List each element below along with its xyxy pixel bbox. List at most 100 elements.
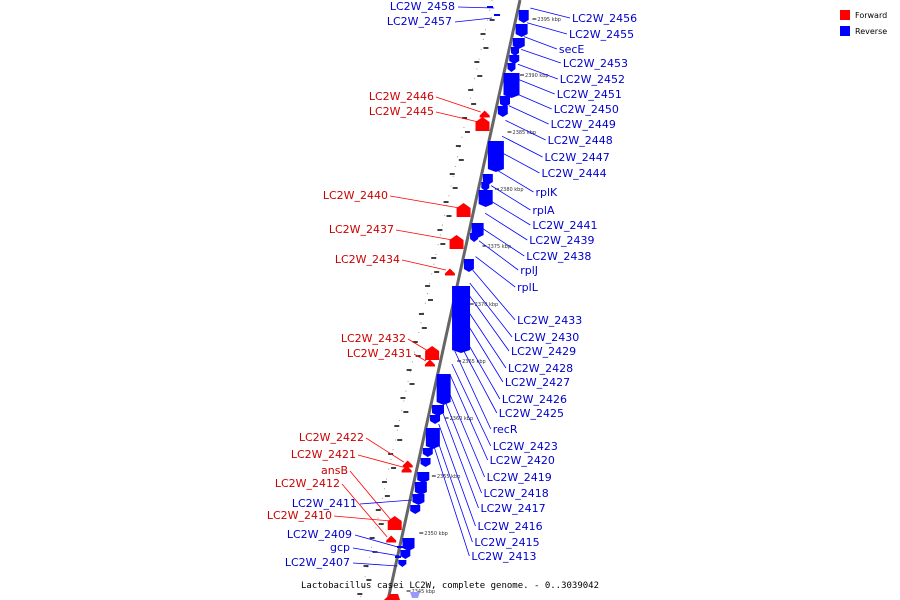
forward-gene-feature[interactable] xyxy=(456,203,471,217)
reverse-gene-label[interactable]: LC2W_2438 xyxy=(526,250,591,263)
reverse-gene-label[interactable]: LC2W_2453 xyxy=(563,57,628,70)
reverse-gene-label[interactable]: LC2W_2415 xyxy=(474,536,539,549)
forward-gene-feature[interactable] xyxy=(401,465,412,473)
reverse-gene-feature[interactable] xyxy=(425,428,440,449)
forward-gene-label[interactable]: LC2W_2422 xyxy=(299,431,364,444)
reverse-gene-label[interactable]: rplA xyxy=(532,204,555,217)
forward-gene-label[interactable]: LC2W_2410 xyxy=(267,509,332,522)
forward-gene-label[interactable]: LC2W_2434 xyxy=(335,253,400,266)
reverse-gene-label[interactable]: rplJ xyxy=(520,264,538,277)
reverse-gene-label[interactable]: LC2W_2417 xyxy=(481,502,546,515)
forward-gene-label[interactable]: LC2W_2421 xyxy=(291,448,356,461)
reverse-gene-label[interactable]: LC2W_2428 xyxy=(508,362,573,375)
reverse-gene-feature[interactable] xyxy=(410,505,421,514)
forward-gene-label[interactable]: LC2W_2437 xyxy=(329,223,394,236)
reverse-gene-label[interactable]: LC2W_2439 xyxy=(529,234,594,247)
reverse-gene-label[interactable]: secE xyxy=(559,43,585,56)
forward-gene-label[interactable]: LC2W_2432 xyxy=(341,332,406,345)
reverse-gene-label[interactable]: LC2W_2423 xyxy=(493,440,558,453)
reverse-gene-label[interactable]: LC2W_2429 xyxy=(511,345,576,358)
reverse-gene-label[interactable]: LC2W_2451 xyxy=(557,88,622,101)
reverse-gene-label[interactable]: LC2W_2413 xyxy=(471,550,536,563)
reverse-gene-label[interactable]: LC2W_2455 xyxy=(569,28,634,41)
forward-gene-feature[interactable] xyxy=(386,535,397,543)
reverse-gene-label[interactable]: LC2W_2419 xyxy=(487,471,552,484)
reverse-gene-label[interactable]: rplK xyxy=(535,186,558,199)
reverse-gene-label[interactable]: LC2W_2425 xyxy=(499,407,564,420)
forward-gene-feature[interactable] xyxy=(475,117,490,131)
reverse-gene-feature[interactable] xyxy=(470,233,479,242)
reverse-gene-feature[interactable] xyxy=(397,546,403,548)
reverse-gene-feature[interactable] xyxy=(417,472,430,483)
reverse-gene-feature[interactable] xyxy=(400,550,411,559)
reverse-gene-feature[interactable] xyxy=(436,374,451,405)
reverse-gene-label[interactable]: LC2W_2420 xyxy=(490,454,555,467)
reverse-gene-label[interactable]: LC2W_2456 xyxy=(572,12,637,25)
reverse-gene-label[interactable]: LC2W_2411 xyxy=(292,497,357,510)
kbp-label: 2395 kbp xyxy=(537,17,561,23)
reverse-gene-feature[interactable] xyxy=(398,560,407,567)
forward-gene-feature[interactable] xyxy=(449,235,464,249)
reverse-gene-label[interactable]: LC2W_2427 xyxy=(505,376,570,389)
reverse-gene-feature[interactable] xyxy=(481,182,490,191)
reverse-gene-feature[interactable] xyxy=(512,38,525,49)
forward-gene-feature[interactable] xyxy=(424,359,435,367)
reverse-gene-label[interactable]: gcp xyxy=(330,541,350,554)
reverse-gene-feature[interactable] xyxy=(414,482,427,495)
reverse-gene-label[interactable]: LC2W_2418 xyxy=(484,487,549,500)
forward-gene-label[interactable]: LC2W_2446 xyxy=(369,90,434,103)
reverse-gene-feature[interactable] xyxy=(503,73,520,98)
forward-gene-feature[interactable] xyxy=(479,110,490,118)
reverse-gene-label[interactable]: LC2W_2447 xyxy=(545,151,610,164)
reverse-gene-feature[interactable] xyxy=(420,458,431,467)
reverse-gene-feature[interactable] xyxy=(402,538,415,551)
reverse-gene-feature[interactable] xyxy=(395,556,401,558)
reverse-gene-feature[interactable] xyxy=(515,24,528,37)
reverse-gene-feature[interactable] xyxy=(410,592,420,598)
reverse-gene-feature[interactable] xyxy=(487,141,504,172)
reverse-gene-label[interactable]: LC2W_2407 xyxy=(285,556,350,569)
forward-gene-label[interactable]: LC2W_2440 xyxy=(323,189,388,202)
reverse-gene-feature[interactable] xyxy=(432,405,445,416)
reverse-gene-feature[interactable] xyxy=(507,63,516,72)
forward-gene-feature[interactable] xyxy=(444,268,455,276)
reverse-gene-label[interactable]: LC2W_2449 xyxy=(551,118,616,131)
reverse-gene-label[interactable]: LC2W_2450 xyxy=(554,103,619,116)
reverse-gene-label[interactable]: LC2W_2430 xyxy=(514,331,579,344)
reverse-gene-label[interactable]: LC2W_2433 xyxy=(517,314,582,327)
forward-gene-feature[interactable] xyxy=(402,460,413,468)
reverse-leader xyxy=(446,386,485,478)
kbp-label: 2365 kbp xyxy=(462,359,486,365)
reverse-gene-label[interactable]: LC2W_2444 xyxy=(542,167,607,180)
reverse-gene-feature[interactable] xyxy=(497,106,508,117)
forward-gene-feature[interactable] xyxy=(387,516,402,530)
reverse-gene-label[interactable]: recR xyxy=(493,423,518,436)
reverse-gene-label[interactable]: LC2W_2458 xyxy=(390,0,455,13)
reverse-gene-label[interactable]: LC2W_2441 xyxy=(532,219,597,232)
reverse-gene-feature[interactable] xyxy=(452,286,471,353)
forward-gene-label[interactable]: ansB xyxy=(321,464,348,477)
reverse-gene-label[interactable]: LC2W_2448 xyxy=(548,134,613,147)
reverse-gene-feature[interactable] xyxy=(412,494,425,505)
reverse-gene-feature[interactable] xyxy=(487,6,493,8)
reverse-gene-feature[interactable] xyxy=(422,448,433,457)
reverse-gene-label[interactable]: LC2W_2426 xyxy=(502,393,567,406)
reverse-gene-feature[interactable] xyxy=(430,415,441,424)
reverse-gene-label[interactable]: LC2W_2409 xyxy=(287,528,352,541)
reverse-gene-label[interactable]: LC2W_2416 xyxy=(477,520,542,533)
forward-gene-feature[interactable] xyxy=(384,594,400,600)
forward-gene-label[interactable]: LC2W_2412 xyxy=(275,477,340,490)
reverse-gene-feature[interactable] xyxy=(511,47,519,56)
forward-gene-feature[interactable] xyxy=(425,346,440,360)
reverse-gene-label[interactable]: LC2W_2457 xyxy=(387,15,452,28)
forward-gene-label[interactable]: LC2W_2431 xyxy=(347,347,412,360)
reverse-gene-feature[interactable] xyxy=(500,96,510,107)
forward-gene-label[interactable]: LC2W_2445 xyxy=(369,105,434,118)
reverse-gene-feature[interactable] xyxy=(463,259,474,272)
reverse-gene-feature[interactable] xyxy=(494,14,500,16)
reverse-gene-feature[interactable] xyxy=(509,55,520,64)
reverse-gene-feature[interactable] xyxy=(518,10,529,23)
reverse-gene-label[interactable]: rplL xyxy=(517,281,539,294)
reverse-gene-feature[interactable] xyxy=(478,190,493,207)
reverse-gene-label[interactable]: LC2W_2452 xyxy=(560,73,625,86)
